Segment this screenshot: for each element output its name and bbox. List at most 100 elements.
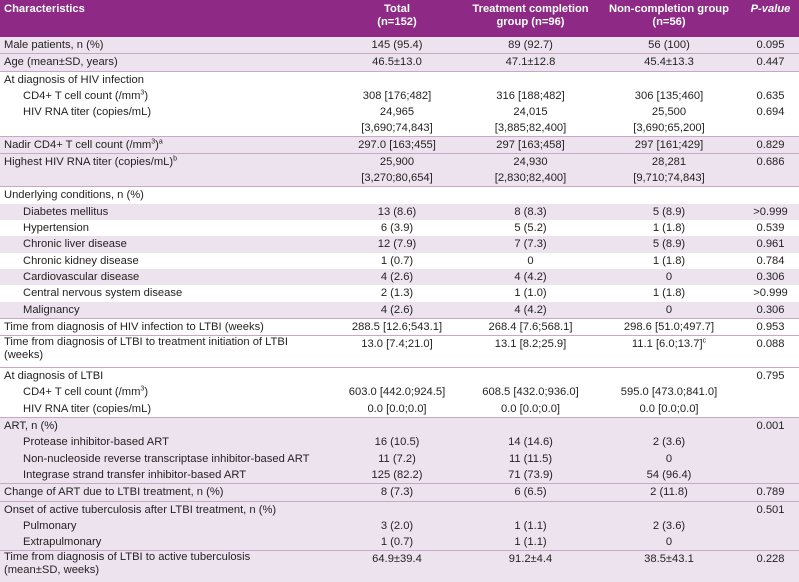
- cell-total: 2 (1.3): [329, 285, 465, 302]
- cell-completion: 7 (7.3): [465, 236, 596, 253]
- row-label: Extrapulmonary: [0, 534, 329, 551]
- cell-completion: 0: [465, 252, 596, 269]
- table-row: Integrase strand transfer inhibitor-base…: [0, 466, 799, 484]
- table-row: Underlying conditions, n (%): [0, 186, 799, 204]
- cell-noncompletion: 0: [596, 268, 742, 286]
- cell-total: 4 (2.6): [329, 268, 465, 286]
- cell-total: 13.0 [7.4;21.0]: [329, 335, 465, 368]
- header-total: Total (n=152): [329, 0, 465, 37]
- row-label: Time from diagnosis of LTBI to active tu…: [0, 550, 329, 582]
- row-label: Protease inhibitor-based ART: [0, 434, 329, 451]
- row-label: At diagnosis of HIV infection: [0, 70, 329, 88]
- cell-pvalue: 0.228: [742, 550, 799, 582]
- cell-pvalue: 0.306: [742, 301, 799, 319]
- table-row: Central nervous system disease 2 (1.3) 1…: [0, 285, 799, 302]
- row-label: Pulmonary: [0, 517, 329, 535]
- row-label: Chronic kidney disease: [0, 252, 329, 269]
- table-row: Hypertension 6 (3.9) 5 (5.2) 1 (1.8) 0.5…: [0, 220, 799, 237]
- cell-noncompletion: 56 (100): [596, 37, 742, 54]
- cell-noncompletion: 2 (3.6): [596, 517, 742, 535]
- cell-pvalue: 0.635: [742, 87, 799, 105]
- header-pvalue: P-value: [742, 0, 799, 37]
- cell-pvalue: 0.795: [742, 367, 799, 385]
- cell-completion: 297 [163;458]: [465, 136, 596, 154]
- cell-pvalue: 0.501: [742, 500, 799, 518]
- table-row: Onset of active tuberculosis after LTBI …: [0, 500, 799, 518]
- cell-pvalue: 0.953: [742, 317, 799, 336]
- header-completion: Treatment completion group (n=96): [465, 0, 596, 37]
- cell-pvalue: 0.829: [742, 136, 799, 154]
- table-row: Male patients, n (%) 145 (95.4) 89 (92.7…: [0, 37, 799, 54]
- table-row: Time from diagnosis of LTBI to treatment…: [0, 335, 799, 368]
- cell-total: 125 (82.2): [329, 466, 465, 484]
- row-label: HIV RNA titer (copies/mL): [0, 104, 329, 137]
- cell-completion: 5 (5.2): [465, 220, 596, 237]
- header-row: Characteristics Total (n=152) Treatment c…: [0, 0, 799, 37]
- row-label: HIV RNA titer (copies/mL): [0, 400, 329, 418]
- row-label: Diabetes mellitus: [0, 203, 329, 221]
- cell-total: 603.0 [442.0;924.5]: [329, 384, 465, 401]
- cell-total: 46.5±13.0: [329, 53, 465, 72]
- cell-noncompletion: 595.0 [473.0;841.0]: [596, 384, 742, 401]
- cell-total: 11 (7.2): [329, 450, 465, 467]
- cell-noncompletion: 0.0 [0.0;0.0]: [596, 400, 742, 418]
- cell-total: 4 (2.6): [329, 301, 465, 319]
- cell-completion: 11 (11.5): [465, 450, 596, 467]
- cell-total: 1 (0.7): [329, 534, 465, 551]
- cell-total: 145 (95.4): [329, 37, 465, 54]
- cell-pvalue: 0.095: [742, 37, 799, 54]
- cell-pvalue: 0.694: [742, 104, 799, 137]
- cell-pvalue: 0.784: [742, 252, 799, 269]
- cell-noncompletion: 306 [135;460]: [596, 87, 742, 105]
- table-row: Change of ART due to LTBI treatment, n (…: [0, 483, 799, 502]
- table-row: Extrapulmonary 1 (0.7) 1 (1.1) 0: [0, 534, 799, 551]
- header-characteristics: Characteristics: [0, 0, 329, 37]
- table-row: Non-nucleoside reverse transcriptase inh…: [0, 450, 799, 467]
- table-row: Cardiovascular disease 4 (2.6) 4 (4.2) 0…: [0, 268, 799, 286]
- table-row: CD4+ T cell count (/mm3) 603.0 [442.0;92…: [0, 384, 799, 401]
- row-label: At diagnosis of LTBI: [0, 367, 329, 385]
- cell-pvalue: >0.999: [742, 285, 799, 302]
- table-row: Malignancy 4 (2.6) 4 (4.2) 0 0.306: [0, 301, 799, 319]
- cell-total: 297.0 [163;455]: [329, 136, 465, 154]
- table-row: Age (mean±SD, years) 46.5±13.0 47.1±12.8…: [0, 53, 799, 72]
- row-label: Cardiovascular disease: [0, 268, 329, 286]
- cell-completion: 14 (14.6): [465, 434, 596, 451]
- cell-completion: 6 (6.5): [465, 483, 596, 502]
- cell-total: 8 (7.3): [329, 483, 465, 502]
- cell-completion: 316 [188;482]: [465, 87, 596, 105]
- cell-total: 64.9±39.4: [329, 550, 465, 582]
- cell-pvalue: 0.789: [742, 483, 799, 502]
- cell-noncompletion: 1 (1.8): [596, 220, 742, 237]
- row-label: Time from diagnosis of HIV infection to …: [0, 317, 329, 336]
- table-row: CD4+ T cell count (/mm3) 308 [176;482] 3…: [0, 87, 799, 105]
- cell-total: 0.0 [0.0;0.0]: [329, 400, 465, 418]
- row-label: Malignancy: [0, 301, 329, 319]
- table-row: HIV RNA titer (copies/mL) 24,965 [3,690;7…: [0, 104, 799, 137]
- table-row: Highest HIV RNA titer (copies/mL)b 25,90…: [0, 153, 799, 187]
- cell-total: 13 (8.6): [329, 203, 465, 221]
- header-noncompletion: Non-completion group (n=56): [596, 0, 742, 37]
- cell-completion: 47.1±12.8: [465, 53, 596, 72]
- cell-noncompletion: 28,281 [9,710;74,843]: [596, 153, 742, 187]
- cell-noncompletion: 54 (96.4): [596, 466, 742, 484]
- cell-completion: 24,930 [2,830;82,400]: [465, 153, 596, 187]
- cell-noncompletion: 0: [596, 534, 742, 551]
- cell-noncompletion: 297 [161;429]: [596, 136, 742, 154]
- table-row: Protease inhibitor-based ART 16 (10.5) 1…: [0, 434, 799, 451]
- cell-noncompletion: 2 (3.6): [596, 434, 742, 451]
- cell-total: 3 (2.0): [329, 517, 465, 535]
- cell-total: 6 (3.9): [329, 220, 465, 237]
- table-row: Diabetes mellitus 13 (8.6) 8 (8.3) 5 (8.…: [0, 203, 799, 221]
- row-label: Highest HIV RNA titer (copies/mL)b: [0, 153, 329, 187]
- cell-pvalue: 0.539: [742, 220, 799, 237]
- cell-total: 1 (0.7): [329, 252, 465, 269]
- row-label: ART, n (%): [0, 417, 329, 435]
- cell-completion: 91.2±4.4: [465, 550, 596, 582]
- cell-noncompletion: 5 (8.9): [596, 203, 742, 221]
- row-label: Male patients, n (%): [0, 37, 329, 54]
- table-row: ART, n (%) 0.001: [0, 417, 799, 435]
- cell-total: 288.5 [12.6;543.1]: [329, 317, 465, 336]
- cell-noncompletion: 45.4±13.3: [596, 53, 742, 72]
